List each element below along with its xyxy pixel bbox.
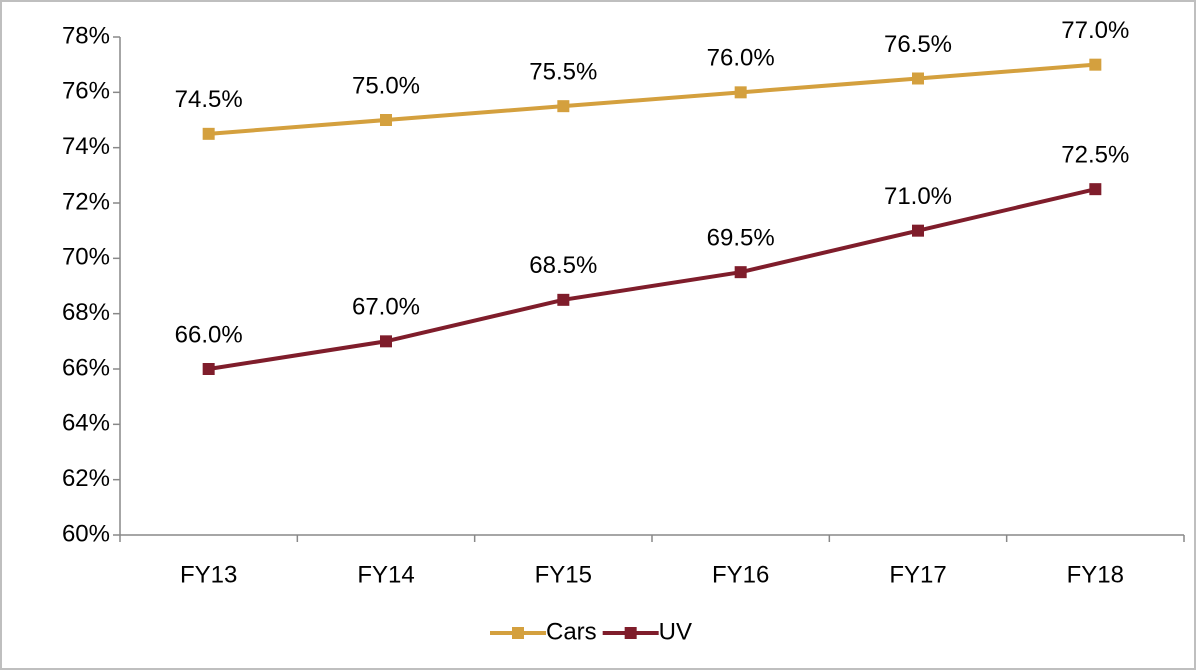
- data-label: 75.5%: [529, 59, 597, 86]
- data-label: 77.0%: [1061, 17, 1129, 44]
- x-tick-label: FY13: [180, 561, 237, 588]
- data-label: 69.5%: [707, 225, 775, 252]
- y-tick-label: 68%: [62, 299, 110, 326]
- x-tick-label: FY15: [535, 561, 592, 588]
- series-line: [208, 62, 1096, 136]
- legend-label: Cars: [546, 618, 597, 645]
- y-tick-label: 70%: [62, 244, 110, 271]
- data-label: 71.0%: [884, 183, 952, 210]
- legend-label: UV: [659, 618, 692, 645]
- data-label: 67.0%: [352, 294, 420, 321]
- data-label: 68.5%: [529, 252, 597, 279]
- point-marker: [734, 266, 747, 279]
- y-tick-label: 60%: [62, 520, 110, 547]
- y-tick-label: 74%: [62, 133, 110, 160]
- x-tick-label: FY17: [889, 561, 946, 588]
- y-tick-label: 76%: [62, 78, 110, 105]
- point-marker: [557, 293, 570, 306]
- point-marker: [202, 363, 215, 375]
- point-marker: [912, 224, 924, 237]
- point-marker: [912, 72, 924, 85]
- point-marker: [1089, 183, 1102, 196]
- series-line: [208, 187, 1096, 371]
- point-marker: [202, 127, 215, 140]
- y-tick-label: 64%: [62, 410, 110, 437]
- y-tick-label: 78%: [62, 22, 110, 49]
- data-label: 75.0%: [352, 72, 420, 99]
- data-label: 66.0%: [175, 321, 243, 348]
- point-marker: [557, 100, 570, 113]
- y-tick-label: 62%: [62, 465, 110, 492]
- point-marker: [380, 114, 392, 126]
- legend-marker: [624, 627, 637, 639]
- data-label: 74.5%: [175, 86, 243, 113]
- data-label: 76.0%: [707, 45, 775, 72]
- x-tick-label: FY16: [712, 561, 769, 588]
- point-marker: [380, 335, 392, 348]
- point-marker: [734, 86, 747, 99]
- x-tick-label: FY14: [357, 561, 414, 588]
- y-tick-label: 72%: [62, 188, 110, 215]
- y-tick-label: 66%: [62, 354, 110, 381]
- point-marker: [1089, 58, 1102, 71]
- data-label: 72.5%: [1061, 142, 1129, 169]
- x-tick-label: FY18: [1067, 561, 1124, 588]
- data-label: 76.5%: [884, 31, 952, 58]
- legend-marker: [512, 627, 524, 639]
